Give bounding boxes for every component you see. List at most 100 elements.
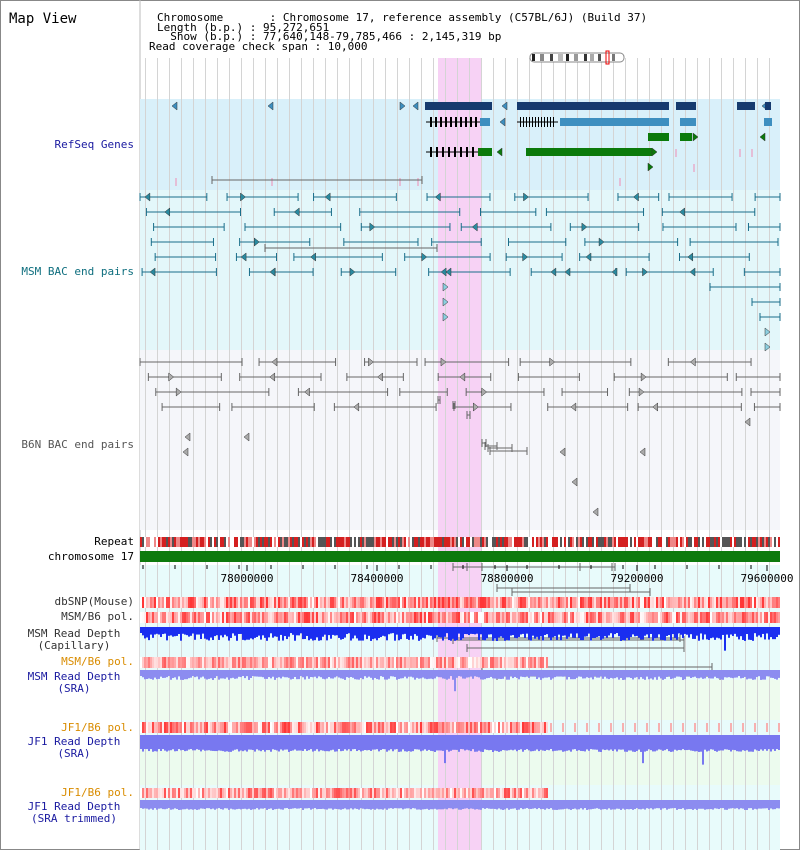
- jf1-b6-pol-bin: [190, 722, 192, 733]
- dbsnp-bin: [298, 597, 300, 608]
- jf1-b6-pol-bin: [330, 722, 332, 733]
- msm-depth-sra-bin: [512, 670, 514, 679]
- msm-b6-pol-bin: [296, 612, 298, 623]
- msm-depth-capillary-bin: [518, 627, 520, 637]
- msm-depth-capillary-bin: [198, 627, 200, 635]
- track-label-msm-bac[interactable]: MSM BAC end pairs: [21, 265, 134, 278]
- dbsnp-bin: [450, 597, 452, 608]
- msm-bac-end: [764, 327, 771, 337]
- msm-depth-capillary-bin: [454, 627, 456, 641]
- jf1-b6-pol-bin: [490, 722, 492, 733]
- dbsnp-bin: [312, 597, 314, 608]
- msm-b6-pol-bin: [662, 612, 664, 623]
- msm-b6-pol-bin: [496, 612, 498, 623]
- msm-depth-capillary-bin: [174, 627, 176, 637]
- jf1-depth-sra-bin: [202, 735, 204, 750]
- jf1-depth-sra-bin: [694, 735, 696, 752]
- msm-b6-pol-bin: [146, 612, 148, 623]
- jf1-b6-pol-bin: [338, 722, 340, 733]
- repeat-bin: [472, 537, 474, 547]
- jf1-depth-sra-bin: [456, 735, 458, 750]
- msm-depth-capillary-bin: [204, 627, 206, 639]
- jf1-depth-sra-bin: [484, 735, 486, 750]
- msm-depth-sra-bin: [168, 670, 170, 677]
- jf1-b6-pol-bin: [208, 722, 210, 733]
- repeat-bin: [286, 537, 288, 547]
- msm-b6-pol-bin: [768, 612, 770, 623]
- dbsnp-bin: [370, 597, 372, 608]
- msm-b6-pol-bin: [606, 612, 608, 623]
- msm-depth-sra-bin: [456, 670, 458, 678]
- repeat-bin: [594, 537, 596, 547]
- dbsnp-bin: [594, 597, 596, 608]
- msm-b6-pol-bin: [558, 612, 560, 623]
- jf1-b6-pol-bin: [586, 723, 588, 732]
- repeat-bin: [570, 537, 572, 547]
- msm-depth-capillary-bin: [632, 627, 634, 635]
- msm-depth-capillary-bin: [752, 627, 754, 641]
- msm-b6-pol-sra-bin: [424, 657, 426, 668]
- dbsnp-bin: [740, 597, 742, 608]
- track-label-b6n-bac[interactable]: B6N BAC end pairs: [21, 438, 134, 451]
- msm-b6-pol-bin: [384, 612, 386, 623]
- msm-depth-sra-bin: [314, 670, 316, 677]
- track-label-refseq[interactable]: RefSeq Genes: [54, 138, 134, 151]
- msm-depth-sra-bin: [264, 670, 266, 679]
- jf1-b6-pol-trimmed-bin: [194, 788, 196, 798]
- msm-b6-pol-bin: [488, 612, 490, 623]
- jf1-b6-pol-trimmed-bin: [518, 788, 520, 798]
- jf1-depth-sra-bin: [272, 735, 274, 750]
- jf1-depth-sra-bin: [288, 735, 290, 752]
- msm-b6-pol-bin: [518, 612, 520, 623]
- msm-depth-capillary-bin: [652, 627, 654, 641]
- gene-exon: [455, 117, 457, 127]
- msm-depth-sra-bin: [704, 670, 706, 679]
- jf1-b6-pol-trimmed-bin: [256, 788, 258, 798]
- jf1-depth-trimmed-bin: [372, 800, 374, 809]
- msm-b6-pol-sra-bin: [278, 657, 280, 668]
- jf1-depth-sra-bin: [254, 735, 256, 752]
- dbsnp-bin: [410, 597, 412, 608]
- repeat-bin: [308, 537, 310, 547]
- repeat-bin: [196, 537, 198, 547]
- repeat-bin: [304, 537, 306, 547]
- jf1-depth-trimmed-bin: [510, 800, 512, 809]
- msm-b6-pol-sra-bin: [218, 657, 220, 668]
- repeat-bin: [320, 537, 322, 547]
- jf1-depth-trimmed-bin: [584, 800, 586, 809]
- msm-b6-pol-bin: [242, 612, 244, 623]
- jf1-depth-sra-bin: [388, 735, 390, 751]
- jf1-b6-pol-bin: [530, 722, 532, 733]
- msm-depth-capillary-bin: [162, 627, 164, 635]
- repeat-bin: [648, 537, 650, 547]
- jf1-depth-trimmed-bin: [610, 800, 612, 810]
- msm-b6-pol-sra-bin: [454, 657, 456, 668]
- msm-b6-pol-sra-bin: [202, 657, 204, 668]
- msm-depth-capillary-bin: [410, 627, 412, 636]
- msm-b6-pol-bin: [672, 612, 674, 623]
- jf1-b6-pol-trimmed-bin: [482, 788, 484, 798]
- jf1-depth-sra-bin: [216, 735, 218, 752]
- jf1-b6-pol-trimmed-bin: [176, 788, 178, 798]
- msm-depth-capillary-bin: [754, 627, 756, 634]
- repeat-bin: [172, 537, 174, 547]
- msm-depth-capillary-bin: [268, 627, 270, 638]
- msm-depth-sra-bin: [248, 670, 250, 680]
- msm-depth-capillary-bin: [140, 627, 142, 634]
- jf1-depth-trimmed-bin: [596, 800, 598, 809]
- msm-b6-pol-bin: [428, 612, 430, 623]
- repeat-bin: [760, 537, 762, 547]
- jf1-depth-trimmed-bin: [752, 800, 754, 810]
- jf1-depth-trimmed-bin: [184, 800, 186, 810]
- msm-depth-capillary-bin: [358, 627, 360, 641]
- gene-exon: [538, 117, 539, 127]
- dbsnp-bin: [560, 597, 562, 608]
- jf1-depth-trimmed-bin: [642, 800, 644, 809]
- jf1-depth-sra-bin: [358, 735, 360, 751]
- msm-b6-pol-bin: [498, 612, 500, 623]
- jf1-b6-pol-trimmed-bin: [532, 788, 534, 798]
- dbsnp-bin: [392, 597, 394, 608]
- msm-depth-sra-bin: [556, 670, 558, 677]
- jf1-depth-trimmed-bin: [148, 800, 150, 810]
